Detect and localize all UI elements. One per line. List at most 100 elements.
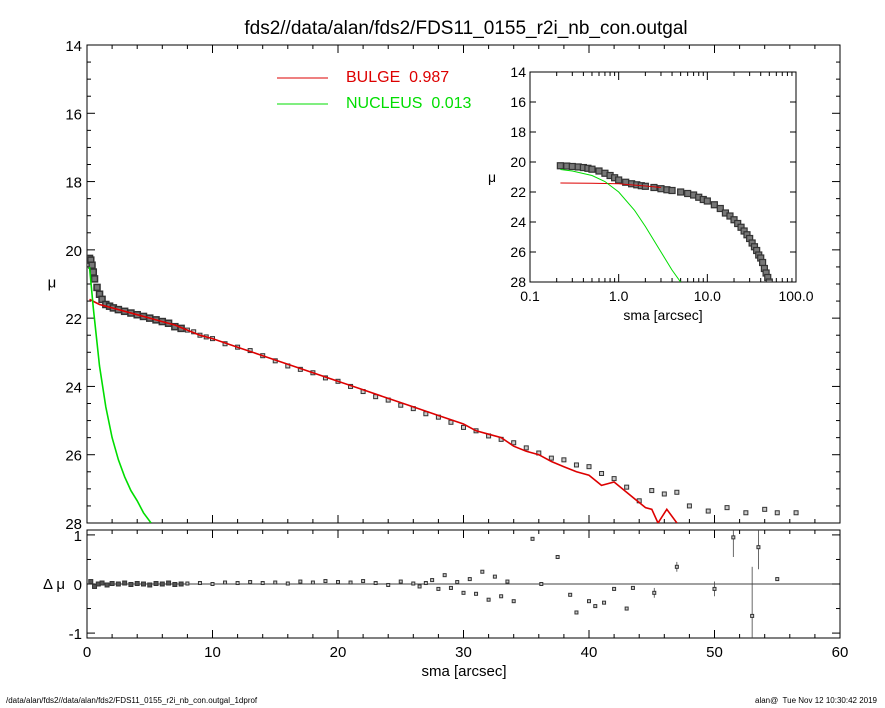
resid-point <box>122 580 128 586</box>
inset-xtick-label: 10.0 <box>694 288 721 304</box>
inset-data-point <box>710 201 718 209</box>
resid-point <box>555 555 560 559</box>
resid-point <box>612 586 617 591</box>
chart-title: fds2//data/alan/fds2/FDS11_0155_r2i_nb_c… <box>244 18 687 39</box>
data-point <box>561 457 567 463</box>
resid-point <box>480 569 485 574</box>
resid-point <box>448 585 453 590</box>
resid-point <box>587 599 591 604</box>
resid-point <box>336 580 340 585</box>
resid-point <box>630 585 635 590</box>
resid-point <box>147 582 153 588</box>
inset-ytick-label: 26 <box>510 244 526 260</box>
resid-point <box>442 573 447 578</box>
resid-point <box>530 536 535 541</box>
data-point <box>774 510 780 516</box>
resid-point <box>398 579 403 584</box>
main-ytick-label: 18 <box>65 175 82 192</box>
resid-point <box>323 579 328 584</box>
data-point <box>89 268 98 276</box>
resid-point <box>260 581 265 586</box>
data-point <box>461 424 466 430</box>
resid-point <box>467 577 472 582</box>
inset-plot: 14 16 18 20 22 24 26 280.1 1.0 10.0 100.0 sma [arcs… <box>488 64 814 323</box>
resid-point <box>539 582 544 586</box>
data-point <box>611 476 617 482</box>
resid-point <box>455 580 460 585</box>
resid-xtick-label: 30 <box>455 644 472 661</box>
resid-point <box>159 581 165 587</box>
resid-point <box>104 582 110 588</box>
resid-xtick-label: 60 <box>832 644 849 661</box>
inset-data-point <box>588 165 596 173</box>
inset-ytick-label: 20 <box>510 154 526 170</box>
resid-point <box>386 582 391 587</box>
resid-point <box>674 564 679 569</box>
resid-point <box>248 580 253 585</box>
resid-point <box>172 581 178 587</box>
inset-ytick-label: 16 <box>510 94 526 110</box>
inset-xtick-label: 0.1 <box>520 288 540 304</box>
resid-point <box>166 580 172 586</box>
data-point <box>649 488 655 494</box>
resid-point <box>505 579 510 584</box>
data-point <box>523 445 529 451</box>
data-point <box>624 484 630 490</box>
data-point <box>743 510 749 516</box>
bulge-line <box>89 298 678 523</box>
main-ytick-label: 24 <box>65 379 82 396</box>
legend-nucleus-label: NUCLEUS 0.013 <box>346 95 471 112</box>
main-data-layer <box>87 254 799 523</box>
resid-point <box>486 597 491 602</box>
resid-x-axis-label: sma [arcsec] <box>421 663 506 680</box>
resid-point <box>568 592 573 597</box>
inset-data-point <box>568 162 576 171</box>
main-ytick-label: 14 <box>65 38 82 55</box>
resid-point <box>750 613 755 618</box>
resid-point <box>373 581 378 586</box>
resid-point <box>492 574 497 579</box>
inset-ytick-label: 24 <box>510 214 526 230</box>
resid-point <box>474 591 479 596</box>
resid-point <box>602 600 607 605</box>
resid-point <box>574 610 579 615</box>
resid-data-layer <box>88 530 780 638</box>
resid-point <box>436 586 441 591</box>
inset-data-point <box>556 162 564 170</box>
resid-point <box>652 590 657 595</box>
resid-point <box>712 586 717 591</box>
inset-data-point <box>730 216 738 224</box>
data-point <box>762 506 768 512</box>
inset-ytick-label: 22 <box>510 184 526 200</box>
inset-data-point <box>657 185 665 193</box>
inset-nucleus-line <box>560 169 682 282</box>
inset-data-point <box>595 167 603 175</box>
resid-point <box>185 581 190 586</box>
data-point <box>573 462 579 468</box>
resid-point <box>115 581 121 587</box>
main-ytick-label: 26 <box>65 448 82 465</box>
inset-ytick-label: 18 <box>510 124 526 140</box>
resid-point <box>430 578 435 583</box>
data-point <box>724 505 730 511</box>
resid-xtick-label: 50 <box>706 644 723 661</box>
data-point <box>599 470 605 476</box>
resid-point <box>109 581 115 587</box>
inset-data-point <box>615 176 623 184</box>
resid-point <box>593 604 598 609</box>
inset-data-point <box>668 186 676 195</box>
resid-xtick-label: 40 <box>581 644 598 661</box>
inset-data-layer <box>556 162 773 282</box>
resid-point <box>298 579 303 584</box>
resid-point <box>731 535 736 540</box>
resid-point <box>235 581 240 586</box>
data-point <box>511 440 517 446</box>
resid-ytick-label: 1 <box>74 528 82 545</box>
resid-point <box>756 545 761 550</box>
resid-point <box>310 580 315 585</box>
nucleus-line <box>88 266 152 523</box>
inset-data-point <box>758 258 767 267</box>
inset-y-axis-label: μ <box>488 169 496 185</box>
